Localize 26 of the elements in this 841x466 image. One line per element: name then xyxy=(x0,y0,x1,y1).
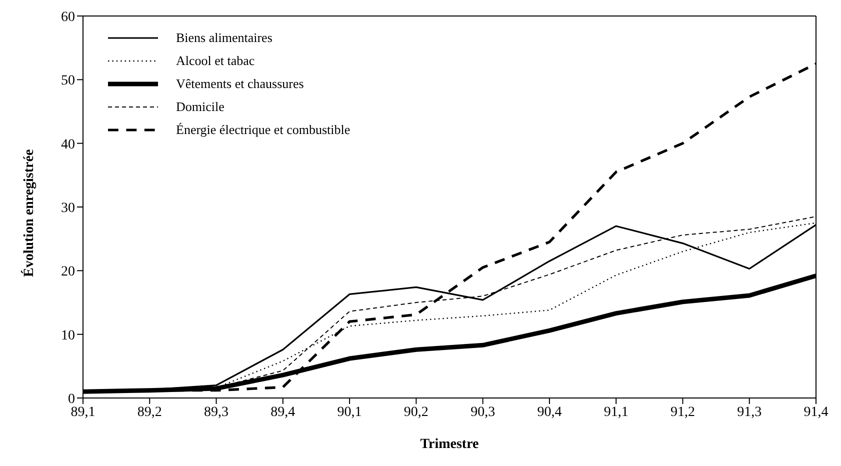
x-axis-title: Trimestre xyxy=(420,437,479,452)
x-tick-label: 89,2 xyxy=(137,404,162,420)
y-tick-label: 50 xyxy=(61,74,75,89)
legend-label: Énergie électrique et combustible xyxy=(176,122,350,138)
y-tick-label: 30 xyxy=(61,200,75,216)
x-tick-label: 90,4 xyxy=(537,404,562,420)
x-tick-label: 91,4 xyxy=(804,404,828,420)
x-tick-label: 90,1 xyxy=(337,404,362,420)
legend-label: Domicile xyxy=(176,98,224,114)
x-tick-label: 90,2 xyxy=(404,404,428,420)
x-tick-label: 91,3 xyxy=(737,404,762,420)
y-tick-label: 40 xyxy=(61,137,75,152)
x-tick-label: 89,3 xyxy=(204,404,229,420)
legend-label: Vêtements et chaussures xyxy=(176,76,304,92)
x-tick-label: 91,1 xyxy=(604,404,628,420)
y-tick-label: 60 xyxy=(61,10,75,25)
legend-label: Alcool et tabac xyxy=(176,52,255,68)
x-tick-label: 89,4 xyxy=(270,404,296,420)
y-tick-label: 0 xyxy=(68,392,75,407)
y-tick-label: 10 xyxy=(61,328,75,344)
x-tick-label: 89,1 xyxy=(70,404,96,420)
y-tick-label: 20 xyxy=(61,264,75,280)
x-tick-label: 90,3 xyxy=(470,404,496,420)
y-axis-title: Évolution enregistrée xyxy=(20,149,37,277)
x-tick-label: 91,2 xyxy=(670,404,695,420)
legend-label: Biens alimentaires xyxy=(176,30,272,46)
